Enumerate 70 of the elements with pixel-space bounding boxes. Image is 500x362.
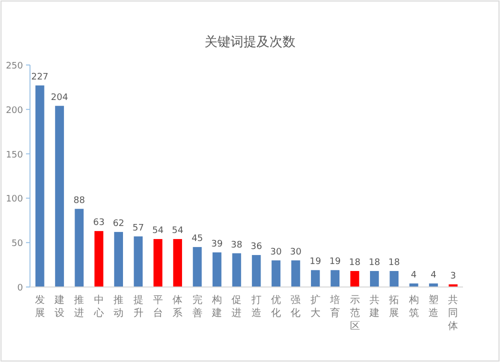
- bar: [55, 106, 64, 287]
- x-tick-label: 构筑: [408, 294, 419, 319]
- data-label: 4: [430, 270, 437, 280]
- bar: [94, 231, 104, 287]
- x-tick-label: 推动: [114, 294, 124, 319]
- bar: [74, 208, 84, 287]
- x-tick-label: 推进: [74, 294, 84, 319]
- data-label: 19: [329, 257, 342, 268]
- data-label: 88: [73, 196, 86, 206]
- bar: [350, 271, 360, 287]
- x-tick-label: 体系: [172, 294, 183, 319]
- data-label: 4: [410, 270, 417, 280]
- x-tick-label: 共建: [368, 294, 380, 319]
- x-tick-label: 促进: [232, 295, 242, 319]
- data-label: 54: [152, 226, 164, 236]
- data-label: 39: [211, 239, 223, 250]
- bar: [390, 271, 399, 287]
- bar: [252, 255, 261, 287]
- x-tick-label: 扩大: [310, 294, 320, 319]
- data-label: 204: [50, 92, 68, 103]
- data-label: 18: [349, 258, 361, 268]
- data-label: 3: [450, 271, 456, 282]
- x-tick-label: 打造: [250, 294, 262, 319]
- x-tick-label: 平台: [152, 295, 163, 319]
- data-label: 54: [172, 226, 184, 236]
- bar: [173, 239, 182, 287]
- data-label: 62: [112, 218, 124, 229]
- bar: [35, 85, 44, 287]
- data-label: 57: [132, 223, 144, 234]
- bar: [212, 252, 222, 287]
- bar: [192, 247, 202, 287]
- x-tick-label: 完善: [192, 294, 202, 319]
- data-label: 18: [368, 258, 380, 268]
- x-tick-label: 提升: [133, 294, 144, 319]
- x-tick-label: 强化: [290, 295, 301, 319]
- data-label: 45: [192, 234, 204, 244]
- data-label: 19: [310, 257, 322, 268]
- y-tick-label: 250: [6, 62, 24, 72]
- x-tick-label: 拓展: [388, 294, 400, 319]
- data-label: 38: [230, 240, 243, 250]
- data-label: 30: [270, 247, 282, 258]
- bar: [370, 271, 379, 287]
- x-tick-label: 示范区: [350, 295, 360, 332]
- data-label: 36: [250, 242, 262, 252]
- data-label: 63: [93, 218, 105, 228]
- bar: [154, 239, 162, 287]
- y-tick-label: 100: [6, 194, 24, 205]
- x-tick-label: 共同体: [448, 294, 458, 332]
- y-tick-label: 150: [6, 150, 24, 160]
- bar: [114, 232, 123, 287]
- data-label: 227: [31, 72, 48, 82]
- x-tick-label: 建设: [54, 294, 65, 319]
- x-tick-label: 塑造: [428, 294, 438, 319]
- data-label: 18: [388, 258, 400, 268]
- y-tick-label: 50: [12, 239, 24, 250]
- bar: [134, 236, 143, 287]
- x-tick-label: 中心: [92, 294, 104, 319]
- y-tick-label: 0: [17, 284, 24, 294]
- bar: [232, 253, 242, 287]
- x-tick-label: 优化: [271, 295, 282, 319]
- data-label: 30: [290, 247, 302, 258]
- bar: [291, 260, 300, 287]
- bar: [272, 260, 280, 287]
- x-tick-label: 构建: [210, 294, 222, 319]
- y-tick-label: 200: [6, 106, 24, 116]
- x-tick-label: 培育: [329, 294, 340, 319]
- bar: [330, 270, 340, 287]
- chart-title: 关键词提及次数: [204, 35, 296, 50]
- x-tick-label: 发展: [34, 295, 45, 319]
- bar: [310, 270, 320, 287]
